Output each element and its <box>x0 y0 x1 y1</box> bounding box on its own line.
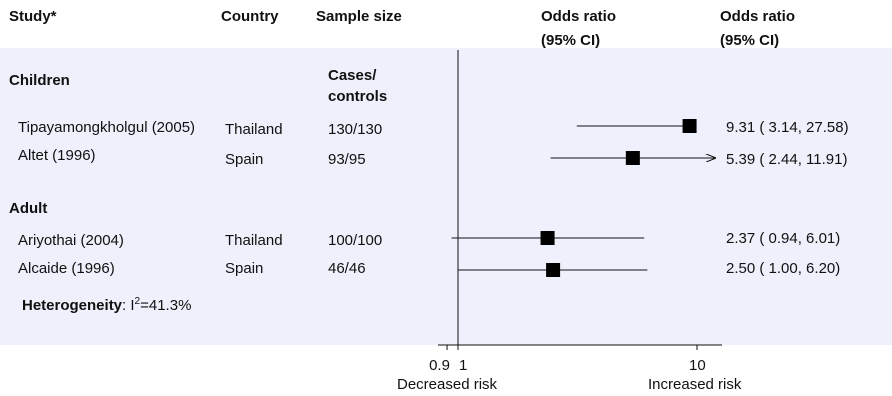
heterogeneity-stat: Heterogeneity: I2=41.3% <box>22 297 191 315</box>
header-ci-plot: (95% CI) <box>541 32 601 49</box>
row-or-text: 9.31 ( 3.14, 27.58) <box>726 119 849 136</box>
row-study: Ariyothai (2004) <box>18 232 124 249</box>
point-estimate-marker <box>546 263 561 277</box>
row-study: Alcaide (1996) <box>18 260 115 277</box>
header-country: Country <box>221 8 279 25</box>
row-study: Altet (1996) <box>18 147 96 164</box>
row-sample: 130/130 <box>328 121 383 138</box>
row-sample: 93/95 <box>328 151 366 168</box>
row-country: Thailand <box>225 232 283 249</box>
header-ci-text: (95% CI) <box>720 32 780 49</box>
axis-label-increased: Increased risk <box>648 376 742 393</box>
plot-background <box>0 48 892 345</box>
axis-label-decreased: Decreased risk <box>397 376 498 393</box>
cases-controls-label: Cases/ <box>328 67 377 84</box>
row-country: Thailand <box>225 121 283 138</box>
heterogeneity-superscript: 2 <box>134 296 141 307</box>
row-sample: 46/46 <box>328 260 366 277</box>
header-study: Study* <box>9 8 57 25</box>
point-estimate-marker <box>682 119 697 133</box>
axis-tick-label: 1 <box>459 357 467 374</box>
header-sample-size: Sample size <box>316 8 402 25</box>
row-sample: 100/100 <box>328 232 383 249</box>
row-or-text: 2.50 ( 1.00, 6.20) <box>726 260 841 277</box>
point-estimate-marker <box>625 151 640 165</box>
header-odds-ratio-plot: Odds ratio <box>541 8 617 25</box>
row-or-text: 5.39 ( 2.44, 11.91) <box>726 151 848 168</box>
row-country: Spain <box>225 260 264 277</box>
point-estimate-marker <box>540 231 555 245</box>
row-country: Spain <box>225 151 264 168</box>
axis-tick-label: 10 <box>689 357 706 374</box>
section-adult: Adult <box>9 200 48 217</box>
heterogeneity-value: =41.3% <box>140 297 192 314</box>
row-or-text: 2.37 ( 0.94, 6.01) <box>726 230 841 247</box>
heterogeneity-label: Heterogeneity <box>22 297 123 314</box>
header-odds-ratio-text: Odds ratio <box>720 8 796 25</box>
row-study: Tipayamongkholgul (2005) <box>18 119 196 136</box>
axis-tick-label: 0.9 <box>429 357 450 374</box>
section-children: Children <box>9 72 70 89</box>
cases-controls-label-2: controls <box>328 88 388 105</box>
heterogeneity-prefix: : I <box>122 297 135 314</box>
